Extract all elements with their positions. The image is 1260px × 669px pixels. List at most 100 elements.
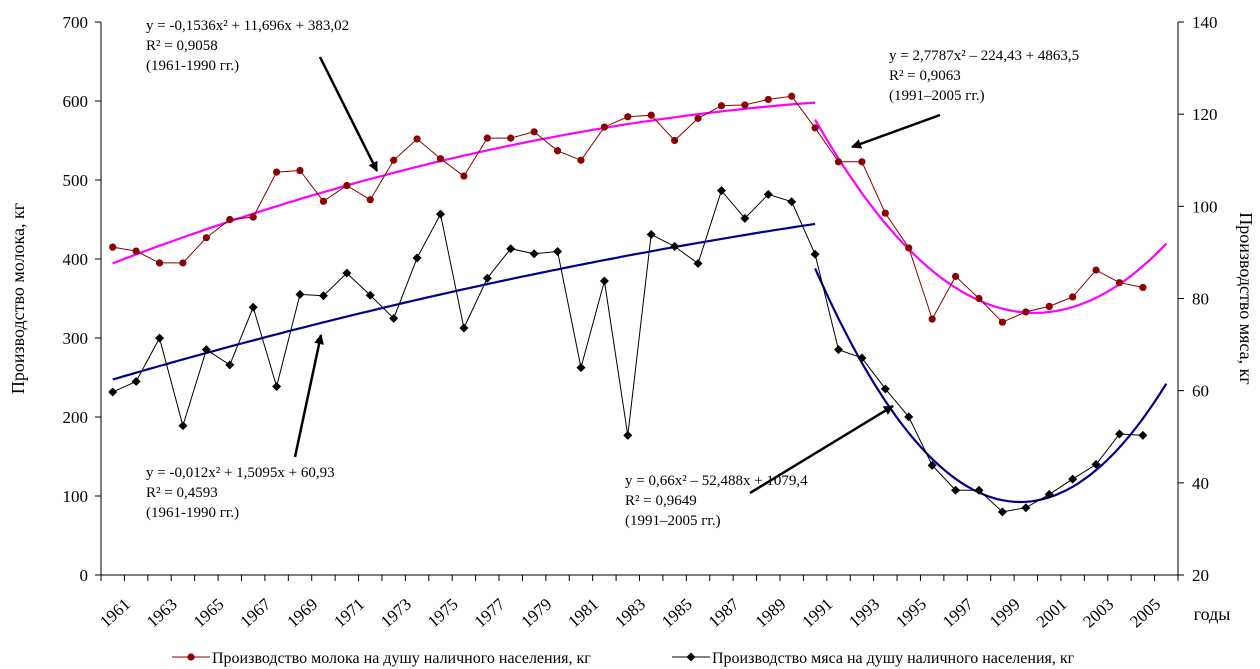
data-point bbox=[857, 353, 867, 363]
data-point bbox=[671, 136, 679, 145]
annotation-arrow bbox=[851, 113, 941, 149]
data-point bbox=[646, 229, 656, 239]
data-point bbox=[389, 313, 399, 323]
data-point bbox=[623, 430, 633, 440]
data-point bbox=[834, 345, 844, 355]
x-tick-label: 1989 bbox=[752, 594, 790, 631]
series-line bbox=[112, 189, 1143, 513]
equation-line: R² = 0,9063 bbox=[889, 68, 961, 84]
x-tick-label: 1967 bbox=[237, 594, 275, 631]
legend-marker bbox=[686, 652, 696, 662]
equation-annotation: y = 2,7787x² – 224,43 + 4863,5 R² = 0,906… bbox=[889, 48, 1079, 104]
data-point bbox=[178, 421, 188, 431]
data-point bbox=[810, 249, 820, 259]
legend-entry-2: Производство мяса на душу наличного насе… bbox=[672, 650, 1075, 667]
annotation-arrow bbox=[749, 404, 894, 495]
data-point bbox=[951, 272, 960, 280]
x-tick-label: 2005 bbox=[1126, 594, 1164, 631]
data-point bbox=[483, 134, 491, 142]
x-tick-label: 2003 bbox=[1079, 594, 1117, 631]
data-point bbox=[1139, 283, 1147, 292]
left-tick-label: 500 bbox=[63, 171, 89, 190]
data-point bbox=[201, 345, 211, 355]
equation-line: (1961-1990 гг.) bbox=[146, 505, 239, 521]
data-point bbox=[530, 128, 538, 136]
legend-marker bbox=[187, 653, 195, 661]
data-point bbox=[1045, 302, 1053, 310]
equation-line: y = 2,7787x² – 224,43 + 4863,5 bbox=[889, 48, 1079, 64]
trendlines bbox=[112, 101, 1168, 504]
x-tick-label: 1985 bbox=[658, 594, 696, 631]
x-tick-label: 1987 bbox=[705, 594, 743, 631]
x-tick-label: 1975 bbox=[424, 594, 462, 631]
data-point bbox=[1068, 474, 1078, 484]
series-layer bbox=[108, 92, 1148, 517]
left-tick-label: 0 bbox=[80, 566, 89, 585]
x-tick-label: 1983 bbox=[611, 594, 649, 631]
right-tick-label: 60 bbox=[1192, 382, 1209, 401]
equation-annotation: y = -0,012x² + 1,5095x + 60,93 R² = 0,459… bbox=[146, 465, 335, 521]
equation-line: (1991–2005 гг.) bbox=[889, 88, 985, 104]
trendline-4 bbox=[814, 267, 1168, 504]
data-point bbox=[155, 259, 164, 267]
data-point bbox=[109, 243, 117, 251]
left-axis-title: Производство молока, кг bbox=[8, 203, 28, 394]
data-point bbox=[296, 166, 304, 175]
data-point bbox=[529, 249, 539, 259]
x-tick-label: 1999 bbox=[986, 594, 1024, 631]
data-point bbox=[880, 384, 890, 394]
x-tick-label: 1997 bbox=[939, 594, 977, 631]
right-tick-label: 100 bbox=[1192, 197, 1218, 216]
trendline-3 bbox=[112, 222, 816, 381]
data-point bbox=[577, 156, 585, 164]
data-point bbox=[272, 168, 281, 176]
legend-label: Производство мяса на душу наличного насе… bbox=[712, 650, 1075, 667]
x-tick-label: 1973 bbox=[377, 594, 415, 631]
data-point bbox=[248, 302, 258, 312]
x-axis-title: годы bbox=[1194, 604, 1231, 624]
data-point bbox=[272, 382, 282, 392]
data-point bbox=[155, 333, 165, 343]
legend-label: Производство молока на душу наличного на… bbox=[212, 650, 591, 667]
data-point bbox=[460, 172, 468, 180]
equation-line: y = -0,012x² + 1,5095x + 60,93 bbox=[146, 465, 335, 481]
right-tick-label: 20 bbox=[1192, 566, 1209, 585]
data-point bbox=[108, 387, 118, 397]
data-point bbox=[412, 253, 422, 263]
right-tick-label: 40 bbox=[1192, 474, 1209, 493]
legend: Производство молока на душу наличного на… bbox=[172, 650, 1075, 667]
data-point bbox=[202, 234, 210, 242]
right-axis-title: Производство мяса, кг bbox=[1236, 212, 1256, 385]
right-tick-label: 80 bbox=[1192, 290, 1209, 309]
data-point bbox=[599, 276, 609, 286]
series-2 bbox=[108, 186, 1148, 517]
equation-annotation: y = 0,66x² – 52,488x + 1079,4R² = 0,9649… bbox=[625, 473, 808, 529]
x-tick-label: 1963 bbox=[143, 594, 181, 631]
data-point bbox=[435, 209, 445, 219]
left-tick-label: 200 bbox=[63, 408, 89, 427]
data-point bbox=[1138, 430, 1148, 440]
series-1 bbox=[109, 92, 1147, 326]
data-point bbox=[927, 460, 937, 470]
data-point bbox=[975, 294, 983, 303]
left-tick-label: 100 bbox=[63, 487, 89, 506]
trendline-2 bbox=[814, 119, 1168, 314]
data-point bbox=[553, 147, 562, 155]
x-tick-label: 2001 bbox=[1033, 594, 1071, 631]
data-point bbox=[787, 197, 797, 207]
data-point bbox=[295, 289, 305, 299]
equation-line: R² = 0,4593 bbox=[146, 485, 218, 501]
data-point bbox=[647, 111, 655, 119]
data-point bbox=[974, 485, 984, 495]
equation-line: (1961-1990 гг.) bbox=[146, 58, 239, 74]
equation-line: R² = 0,9649 bbox=[625, 493, 697, 509]
equation-annotation: y = -0,1536x² + 11,696x + 383,02 R² = 0,9… bbox=[146, 18, 349, 74]
data-point bbox=[482, 273, 492, 283]
data-point bbox=[881, 209, 889, 217]
annotation-arrow bbox=[293, 334, 325, 458]
data-point bbox=[716, 186, 726, 196]
data-point bbox=[226, 215, 234, 224]
data-point bbox=[951, 485, 961, 495]
data-point bbox=[694, 114, 702, 122]
